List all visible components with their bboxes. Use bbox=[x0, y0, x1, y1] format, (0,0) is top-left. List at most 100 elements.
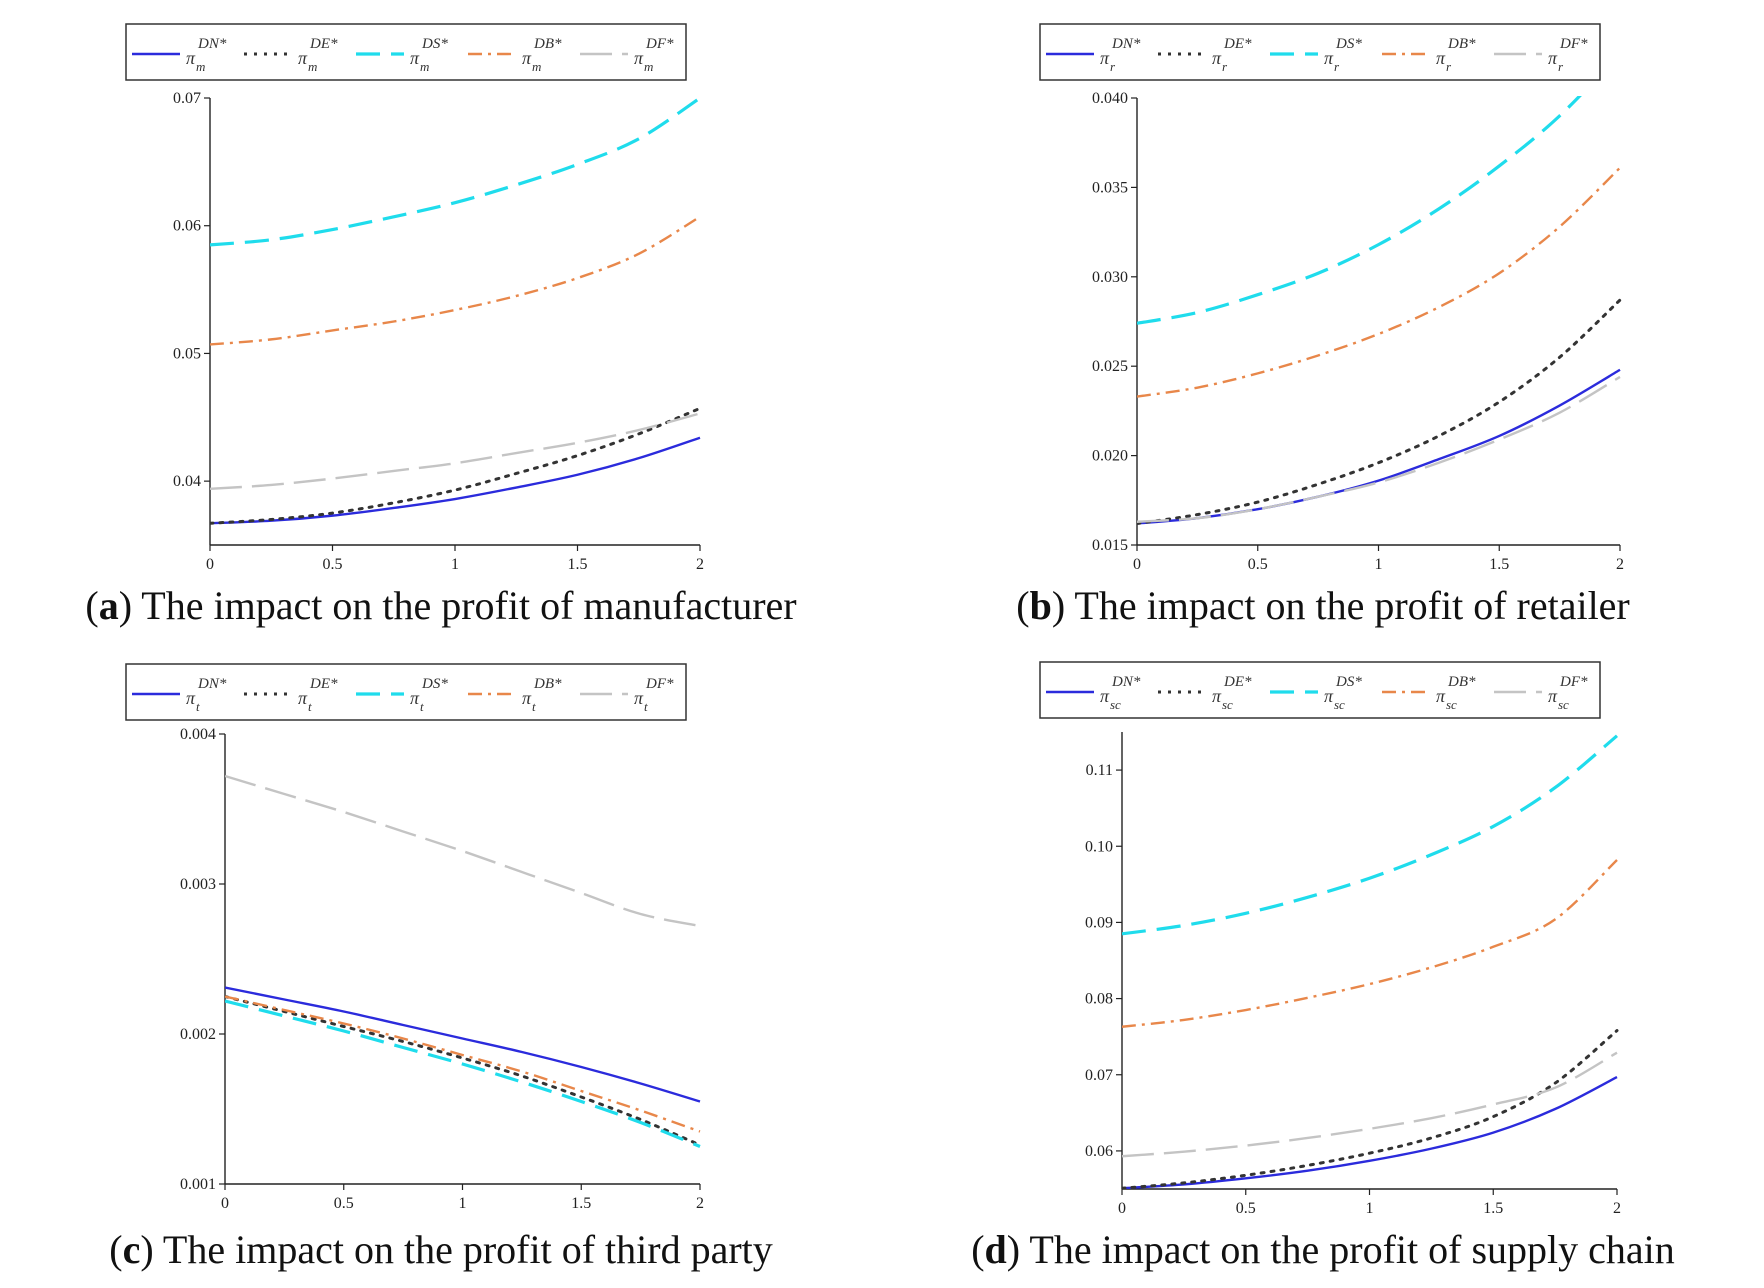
legend-label: DB* bbox=[1447, 674, 1476, 690]
legend-label: DE* bbox=[309, 36, 338, 52]
legend-box bbox=[125, 23, 687, 81]
legend: π rDN*π rDE*π rDS*π rDB*π rDF* bbox=[1039, 23, 1601, 81]
legend-symbol: π bbox=[1436, 686, 1446, 706]
chart-panel-c: 0.001 0.002 0.003 0.004 0 0.5 1 1.5 2 π t DN* π t DE* π… bbox=[0, 644, 882, 1288]
legend-label: DE* bbox=[1223, 36, 1252, 52]
legend-label: DF* bbox=[645, 36, 674, 52]
caption-c: (c) The impact on the profit of third pa… bbox=[109, 1227, 773, 1272]
legend-subscript: t bbox=[532, 699, 536, 714]
caption-d-letter: d bbox=[984, 1227, 1007, 1272]
series-line-dn bbox=[1122, 1075, 1618, 1189]
legend-subscript: t bbox=[644, 699, 648, 714]
legend-symbol: π bbox=[1212, 48, 1222, 68]
legend-symbol: π bbox=[634, 48, 644, 68]
legend-symbol: π bbox=[1548, 48, 1558, 68]
chart-panel-a: 0.04 0.05 0.06 0.07 0 0.5 1 1.5 2 π m DN* π m DE* π m DS*… bbox=[0, 0, 882, 644]
x-tick-label: 1 bbox=[459, 1195, 467, 1212]
y-tick-label: 0.11 bbox=[1086, 762, 1113, 779]
legend-symbol: π bbox=[634, 688, 644, 708]
legend-subscript: sc bbox=[1558, 697, 1569, 712]
y-tick-label: 0.04 bbox=[173, 473, 201, 490]
chart-a: 0.040.050.060.070 0.5 1 1.5 2π mDN*π mDE*π mDS*… bbox=[125, 23, 704, 573]
x-tick-label: 0 bbox=[1133, 556, 1141, 573]
y-tick-label: 0.001 bbox=[180, 1176, 216, 1193]
x-tick-label: 1.5 bbox=[1489, 556, 1509, 573]
y-tick-label: 0.015 bbox=[1092, 537, 1128, 554]
series-line-df bbox=[210, 412, 701, 491]
y-tick-label: 0.07 bbox=[1085, 1067, 1113, 1084]
series-line-ds bbox=[1137, 96, 1582, 325]
legend-label: DB* bbox=[1447, 36, 1476, 52]
x-tick-label: 0.5 bbox=[1248, 556, 1268, 573]
series-line-ds bbox=[225, 999, 701, 1148]
y-tick-label: 0.06 bbox=[173, 218, 201, 235]
plot-area bbox=[225, 774, 702, 1148]
y-tick-label: 0.040 bbox=[1092, 90, 1128, 107]
chart-d: 0.060.070.080.090.100.110 0.5 1 1.5 2π scDN*π… bbox=[1039, 661, 1621, 1217]
series-line-de bbox=[1137, 298, 1622, 526]
legend-symbol: π bbox=[1100, 686, 1110, 706]
x-tick-label: 0 bbox=[1118, 1200, 1126, 1217]
series-line-dn bbox=[225, 986, 701, 1103]
x-tick-label: 1.5 bbox=[568, 556, 588, 573]
legend-subscript: r bbox=[1446, 59, 1452, 74]
legend-symbol: π bbox=[298, 48, 308, 68]
legend-subscript: r bbox=[1558, 59, 1564, 74]
legend-symbol: π bbox=[1436, 48, 1446, 68]
series-line-df bbox=[1122, 1051, 1618, 1158]
legend-label: DS* bbox=[421, 36, 448, 52]
legend-subscript: t bbox=[420, 699, 424, 714]
series-line-de bbox=[210, 406, 702, 525]
legend-label: DB* bbox=[533, 676, 562, 692]
y-tick-label: 0.003 bbox=[180, 876, 216, 893]
legend-subscript: m bbox=[196, 59, 205, 74]
y-tick-label: 0.004 bbox=[180, 726, 216, 743]
legend-subscript: sc bbox=[1334, 697, 1345, 712]
legend-subscript: m bbox=[308, 59, 317, 74]
legend-symbol: π bbox=[1324, 686, 1334, 706]
series-line-de bbox=[225, 995, 702, 1147]
legend-subscript: r bbox=[1334, 59, 1340, 74]
caption-d-text: The impact on the profit of supply chain bbox=[1020, 1227, 1675, 1272]
x-tick-label: 0 bbox=[206, 556, 214, 573]
series-line-df bbox=[1137, 375, 1621, 523]
legend-subscript: m bbox=[420, 59, 429, 74]
legend: π tDN*π tDE*π tDS*π tDB*π tDF* bbox=[125, 663, 687, 721]
x-tick-label: 2 bbox=[696, 556, 704, 573]
legend-subscript: t bbox=[196, 699, 200, 714]
x-tick-label: 0.5 bbox=[334, 1195, 354, 1212]
y-tick-label: 0.06 bbox=[1085, 1143, 1113, 1160]
x-tick-label: 0 bbox=[221, 1195, 229, 1212]
y-tick-label: 0.07 bbox=[173, 90, 201, 107]
caption-b: (b) The impact on the profit of retailer bbox=[1016, 583, 1630, 628]
legend-label: DN* bbox=[1111, 36, 1141, 52]
plot-area bbox=[1122, 734, 1619, 1189]
y-tick-label: 0.020 bbox=[1092, 448, 1128, 465]
legend-label: DS* bbox=[1335, 36, 1362, 52]
legend-symbol: π bbox=[1324, 48, 1334, 68]
legend: π mDN*π mDE*π mDS*π mDB*π mDF* bbox=[125, 23, 687, 81]
legend-subscript: sc bbox=[1222, 697, 1233, 712]
legend-label: DE* bbox=[1223, 674, 1252, 690]
legend-label: DS* bbox=[421, 676, 448, 692]
x-tick-label: 2 bbox=[1613, 1200, 1621, 1217]
legend-symbol: π bbox=[1100, 48, 1110, 68]
x-tick-label: 1.5 bbox=[1483, 1200, 1503, 1217]
legend-label: DN* bbox=[197, 676, 227, 692]
series-line-df bbox=[225, 774, 701, 928]
legend-symbol: π bbox=[298, 688, 308, 708]
caption-b-letter: b bbox=[1029, 583, 1052, 628]
series-line-dn bbox=[1137, 368, 1621, 525]
legend-symbol: π bbox=[1212, 686, 1222, 706]
legend-label: DN* bbox=[197, 36, 227, 52]
y-tick-label: 0.10 bbox=[1085, 838, 1113, 855]
legend-subscript: m bbox=[532, 59, 541, 74]
legend-symbol: π bbox=[186, 48, 196, 68]
y-tick-label: 0.030 bbox=[1092, 269, 1128, 286]
series-line-db bbox=[225, 995, 701, 1133]
caption-a: (a) The impact on the profit of manufact… bbox=[85, 583, 797, 628]
legend-subscript: m bbox=[644, 59, 653, 74]
x-tick-label: 2 bbox=[1616, 556, 1624, 573]
